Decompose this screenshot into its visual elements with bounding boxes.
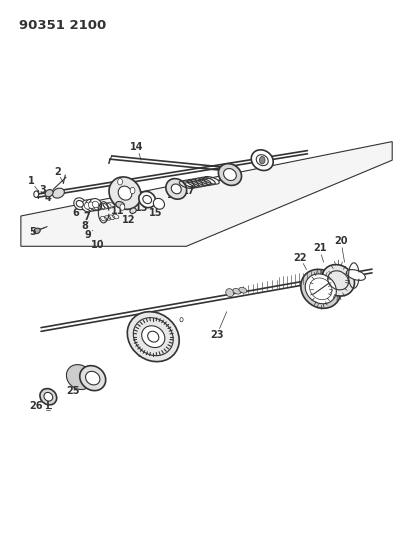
Text: 25: 25 xyxy=(66,386,79,397)
Ellipse shape xyxy=(92,201,99,208)
Ellipse shape xyxy=(148,331,159,342)
Ellipse shape xyxy=(153,198,164,209)
Ellipse shape xyxy=(301,269,341,309)
Ellipse shape xyxy=(34,228,40,233)
Ellipse shape xyxy=(127,312,179,362)
Text: 3: 3 xyxy=(40,185,47,195)
Ellipse shape xyxy=(226,289,234,297)
Ellipse shape xyxy=(80,366,106,391)
Text: 21: 21 xyxy=(313,244,326,253)
Ellipse shape xyxy=(76,200,83,207)
Ellipse shape xyxy=(81,200,94,212)
Text: 5: 5 xyxy=(29,228,36,238)
Text: 24: 24 xyxy=(137,349,151,359)
Ellipse shape xyxy=(224,168,237,181)
Ellipse shape xyxy=(74,198,86,209)
Text: 26: 26 xyxy=(30,401,43,411)
Text: 7: 7 xyxy=(83,212,90,222)
Text: 16: 16 xyxy=(167,190,180,200)
Ellipse shape xyxy=(88,202,95,208)
Ellipse shape xyxy=(44,392,53,401)
Ellipse shape xyxy=(116,201,124,208)
Ellipse shape xyxy=(52,188,64,198)
Circle shape xyxy=(180,318,183,322)
Ellipse shape xyxy=(305,274,336,304)
Ellipse shape xyxy=(233,288,241,294)
Text: 1: 1 xyxy=(28,176,34,187)
Text: 11: 11 xyxy=(111,206,124,216)
Ellipse shape xyxy=(118,186,132,200)
Text: 4: 4 xyxy=(45,193,52,204)
Text: 9: 9 xyxy=(85,230,91,240)
Text: 15: 15 xyxy=(149,208,163,219)
Ellipse shape xyxy=(322,264,354,296)
Ellipse shape xyxy=(85,199,98,211)
Ellipse shape xyxy=(109,177,141,209)
Polygon shape xyxy=(21,142,392,246)
Text: 17: 17 xyxy=(181,186,195,196)
Ellipse shape xyxy=(90,198,102,211)
Circle shape xyxy=(130,188,135,193)
Text: 13: 13 xyxy=(135,203,149,213)
Text: 23: 23 xyxy=(210,329,224,340)
Text: 10: 10 xyxy=(91,240,104,250)
Ellipse shape xyxy=(166,179,187,199)
Text: 8: 8 xyxy=(81,221,88,231)
Text: 14: 14 xyxy=(130,142,144,152)
Circle shape xyxy=(34,191,38,197)
Ellipse shape xyxy=(45,190,53,197)
Ellipse shape xyxy=(251,150,273,171)
Text: 2: 2 xyxy=(54,167,61,177)
Ellipse shape xyxy=(256,155,268,166)
Ellipse shape xyxy=(85,372,100,385)
Circle shape xyxy=(118,179,122,185)
Ellipse shape xyxy=(346,270,365,280)
Ellipse shape xyxy=(139,191,156,208)
Ellipse shape xyxy=(66,365,92,390)
Text: 12: 12 xyxy=(122,215,136,225)
Ellipse shape xyxy=(143,196,151,204)
Ellipse shape xyxy=(218,164,241,185)
Text: 90351 2100: 90351 2100 xyxy=(19,19,106,33)
Text: 19: 19 xyxy=(254,155,268,165)
Circle shape xyxy=(120,204,125,211)
Text: 18: 18 xyxy=(217,173,231,183)
Ellipse shape xyxy=(142,326,165,348)
Ellipse shape xyxy=(239,287,247,293)
Text: 22: 22 xyxy=(294,253,307,263)
Ellipse shape xyxy=(84,203,91,209)
Text: 20: 20 xyxy=(334,236,347,246)
Circle shape xyxy=(260,157,265,164)
Text: 6: 6 xyxy=(72,208,79,219)
Ellipse shape xyxy=(171,184,181,194)
Ellipse shape xyxy=(130,208,136,213)
Ellipse shape xyxy=(40,389,57,405)
